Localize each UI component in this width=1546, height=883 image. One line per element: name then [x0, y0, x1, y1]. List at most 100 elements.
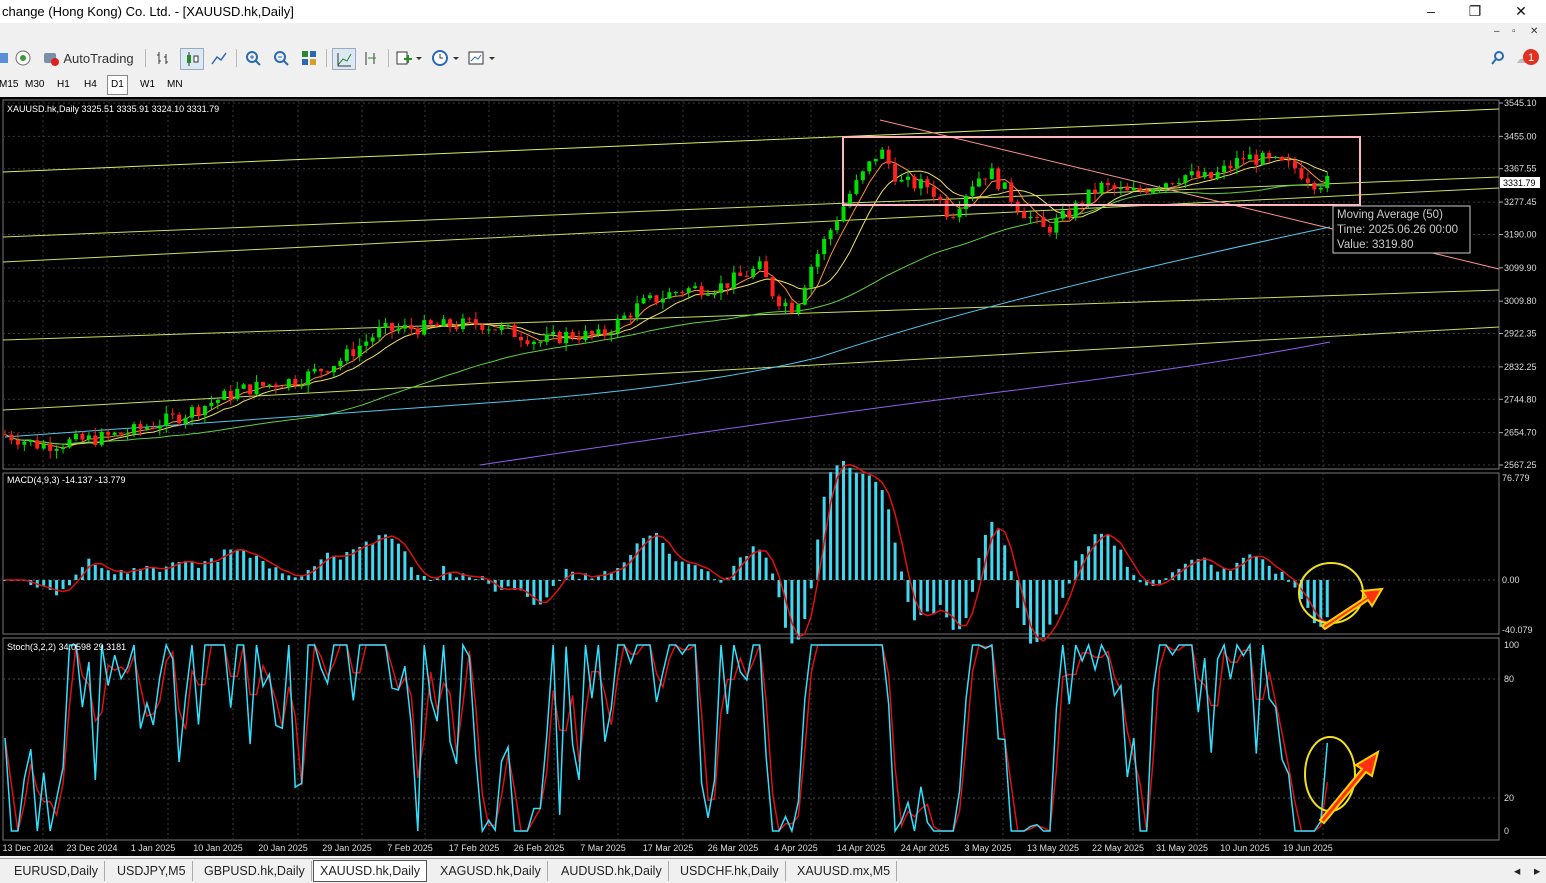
macd-histogram-bar [216, 562, 220, 580]
candle-body [1035, 216, 1039, 218]
zoom-in-icon[interactable] [242, 48, 264, 68]
timeframe-bar: M15 M30 H1 H4 D1 W1 MN [0, 73, 1546, 98]
minimize-button[interactable]: – [1427, 3, 1435, 19]
candle-body [299, 385, 304, 387]
macd-histogram-bar [390, 538, 394, 580]
tile-windows-icon[interactable] [298, 48, 320, 68]
candle-body [918, 179, 923, 189]
candle-body [1293, 161, 1297, 169]
candle-body [422, 320, 427, 335]
candle-body [1280, 156, 1285, 161]
macd-header: MACD(4,9,3) -14.137 -13.779 [7, 475, 126, 485]
timeframe-m30[interactable]: M30 [25, 79, 45, 90]
candle-body [1099, 182, 1104, 194]
candle-body [551, 331, 556, 335]
candle-body [1093, 189, 1098, 194]
tab-xauusd[interactable]: XAUUSD.hk,Daily [313, 860, 428, 882]
macd-histogram-bar [1222, 568, 1226, 580]
chart-window[interactable]: 3545.10 3455.00 3367.55 3277.45 3190.00 3099.… [0, 97, 1546, 856]
templates-dropdown-icon[interactable] [466, 48, 498, 68]
tab-usdjpy[interactable]: USDJPY,M5 [111, 861, 193, 881]
macd-histogram-bar [487, 580, 491, 584]
stoch-pane-frame [2, 637, 1500, 841]
macd-histogram-bar [448, 573, 452, 580]
macd-histogram-bar [396, 543, 400, 580]
chart-shift-icon[interactable] [332, 48, 356, 70]
candle-body [602, 329, 607, 335]
macd-histogram-bar [725, 577, 729, 580]
macd-histogram-bar [1170, 572, 1174, 580]
macd-histogram-bar [532, 580, 536, 605]
timeframe-m15[interactable]: M15 [0, 79, 19, 90]
zoom-out-icon[interactable] [270, 48, 292, 68]
candlestick-chart-icon[interactable] [180, 48, 204, 70]
macd-histogram-bar [184, 560, 188, 580]
macd-histogram-bar [977, 558, 981, 580]
macd-histogram-bar [609, 572, 613, 580]
macd-histogram-bar [571, 571, 575, 580]
candle-body [331, 366, 336, 373]
search-icon[interactable] [1488, 48, 1508, 68]
tab-gbpusd[interactable]: GBPUSD.hk,Daily [198, 861, 312, 881]
candle-body [151, 427, 156, 429]
timeframe-mn[interactable]: MN [167, 79, 183, 90]
periods-dropdown-icon[interactable] [430, 48, 462, 68]
candle-body [293, 379, 298, 386]
candle-body [415, 329, 420, 335]
macd-histogram-bar [235, 550, 239, 580]
grid-lines [3, 100, 1499, 840]
tab-scroll-left-icon[interactable]: ◂ [1514, 864, 1521, 878]
child-close-button[interactable]: ✕ [1530, 26, 1539, 37]
market-watch-icon[interactable] [0, 48, 10, 68]
notifications-icon[interactable]: 1 [1514, 48, 1542, 68]
price-chart[interactable]: 3545.10 3455.00 3367.55 3277.45 3190.00 3099.… [0, 97, 1546, 856]
macd-histogram-bar [738, 557, 742, 580]
candle-body [1305, 178, 1310, 183]
candle-body [48, 444, 53, 451]
macd-histogram-bar [171, 562, 175, 580]
macd-histogram-bar [467, 577, 471, 580]
macd-histogram-bar [829, 472, 833, 580]
candle-body [1254, 154, 1259, 165]
tab-xauusd-mx[interactable]: XAUUSD.mx,M5 [791, 861, 898, 881]
macd-histogram-bar [661, 542, 665, 580]
tab-xagusd[interactable]: XAGUSD.hk,Daily [434, 861, 548, 881]
indicators-dropdown-icon[interactable] [394, 48, 424, 68]
candle-body [1041, 216, 1046, 227]
tab-eurusd[interactable]: EURUSD,Daily [8, 861, 106, 881]
macd-histogram-bar [332, 556, 336, 580]
macd-histogram-bar [1216, 571, 1220, 580]
tab-audusd[interactable]: AUDUSD.hk,Daily [555, 861, 669, 881]
macd-histogram-bar [242, 549, 246, 580]
macd-histogram-bar [138, 568, 142, 580]
timeframe-d1[interactable]: D1 [107, 75, 128, 95]
tab-usdchf[interactable]: USDCHF.hk,Daily [674, 861, 786, 881]
candle-body [1164, 183, 1168, 188]
timeframe-h4[interactable]: H4 [84, 79, 97, 90]
signals-icon[interactable] [13, 48, 33, 68]
timeframe-h1[interactable]: H1 [57, 79, 70, 90]
candle-body [699, 286, 704, 296]
autoscroll-icon[interactable] [360, 48, 382, 68]
macd-histogram-bar [42, 580, 46, 586]
macd-histogram-bar [622, 562, 626, 580]
maximize-button[interactable]: ❐ [1468, 3, 1482, 19]
child-minimize-button[interactable]: – [1494, 26, 1500, 37]
candle-body [254, 381, 259, 395]
autotrading-button[interactable]: AutoTrading [40, 48, 136, 68]
macd-histogram-bar [1009, 571, 1013, 580]
bar-chart-icon[interactable] [152, 48, 174, 68]
tab-scroll-right-icon[interactable]: ▸ [1534, 864, 1541, 878]
timeframe-w1[interactable]: W1 [140, 79, 155, 90]
candle-body [589, 331, 594, 335]
candle-body [667, 292, 672, 299]
macd-histogram-bar [564, 568, 568, 580]
macd-histogram-bar [577, 578, 581, 580]
macd-histogram-bar [964, 580, 968, 619]
line-chart-icon[interactable] [208, 48, 230, 68]
close-button[interactable]: ✕ [1515, 3, 1527, 19]
child-restore-button[interactable]: ▫ [1512, 26, 1516, 37]
macd-histogram-bar [1100, 533, 1103, 580]
macd-histogram-bar [777, 580, 781, 598]
candle-body [377, 327, 382, 338]
